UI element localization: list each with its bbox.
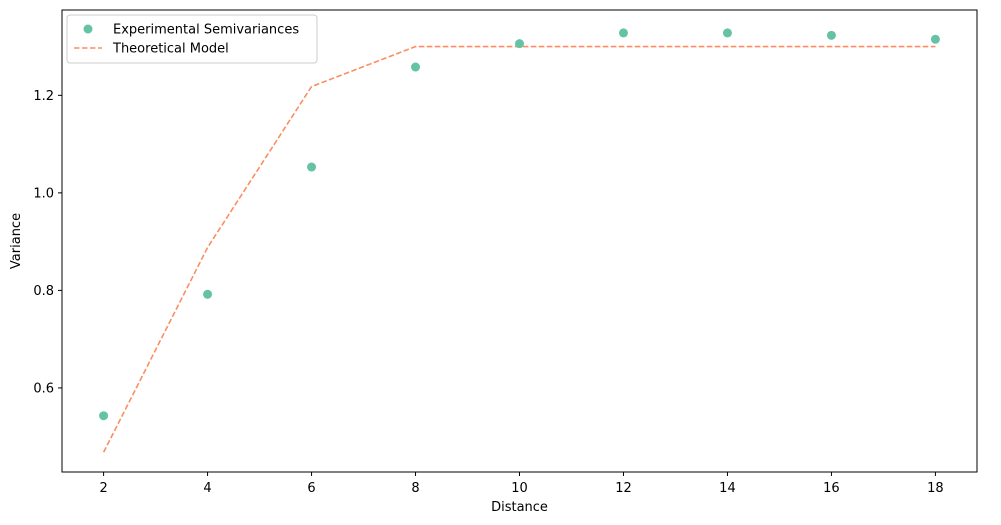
legend-box <box>66 14 318 64</box>
x-tick-label: 8 <box>411 481 419 496</box>
legend-label-theoretical: Theoretical Model <box>112 42 229 57</box>
y-tick-label: 0.8 <box>33 284 54 299</box>
x-tick-label: 6 <box>307 481 315 496</box>
y-tick-label: 1.0 <box>33 186 54 201</box>
experimental-point <box>203 289 213 299</box>
experimental-point <box>826 30 836 40</box>
experimental-point <box>618 28 628 38</box>
experimental-point <box>307 162 317 172</box>
experimental-point <box>930 34 940 44</box>
x-tick-label: 18 <box>927 481 944 496</box>
x-tick-label: 12 <box>615 481 632 496</box>
experimental-point <box>515 39 524 49</box>
y-axis-label: Variance <box>9 213 24 269</box>
y-tick-label: 1.2 <box>33 89 54 104</box>
plot-frame <box>61 9 978 473</box>
x-axis-label: Distance <box>491 500 548 515</box>
experimental-point <box>722 28 732 38</box>
y-tick-label: 0.6 <box>33 381 54 396</box>
x-tick-label: 10 <box>511 481 528 496</box>
x-tick-label: 16 <box>823 481 840 496</box>
legend-label-experimental: Experimental Semivariances <box>113 23 299 38</box>
x-tick-label: 14 <box>719 481 736 496</box>
legend: Experimental Semivariances Theoretical M… <box>66 14 318 64</box>
experimental-point <box>99 411 109 421</box>
legend-marker-experimental <box>83 24 93 34</box>
x-tick-label: 4 <box>203 481 211 496</box>
experimental-point <box>411 62 421 72</box>
plot-area <box>62 10 977 472</box>
x-tick-label: 2 <box>99 481 107 496</box>
